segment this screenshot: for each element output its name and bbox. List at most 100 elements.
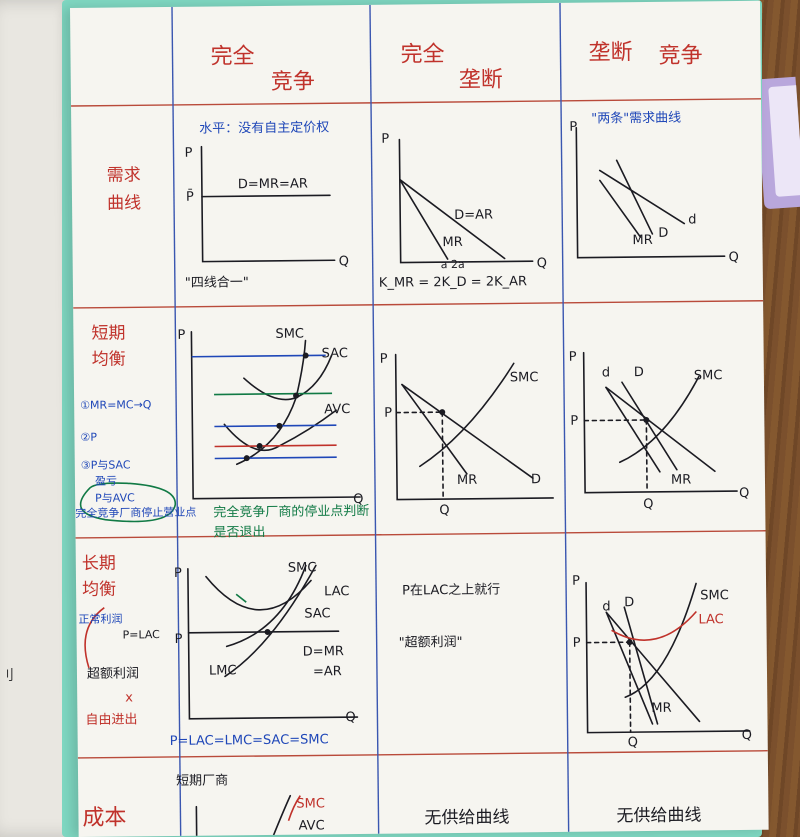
mc-short-dash — [583, 419, 648, 493]
mc-D-line3 — [623, 606, 659, 725]
pc-demand-p-label: P — [184, 145, 193, 161]
bottom-red-curve — [287, 795, 301, 822]
mc-d-line3 — [605, 611, 701, 723]
mc-short-smc-label: SMC — [693, 368, 723, 384]
pc-long-green-arrow — [235, 593, 247, 603]
pc-demand-pbar-label: P̄ — [185, 189, 194, 205]
pc-long-p-tick: P — [174, 631, 183, 647]
mc-short-q-tick: Q — [643, 496, 654, 513]
mc-long-d-label: d — [602, 599, 611, 615]
row-cost-label: 成本 — [82, 805, 127, 831]
pc-short-axes — [190, 330, 361, 500]
header-col3-part1: 垄断 — [588, 40, 633, 66]
pc-smc2-curve — [225, 564, 307, 648]
mono-short-p-tick: P — [384, 405, 393, 421]
long-x-mark: x — [125, 690, 134, 706]
mc-mr-line2 — [605, 386, 661, 473]
mc-long-axes — [585, 581, 751, 734]
mono-smc-curve — [419, 362, 515, 468]
mono-short-p-label: P — [379, 351, 388, 367]
mc-smc3-curve — [624, 582, 697, 699]
header-col2-part1: 完全 — [400, 42, 445, 68]
mc-short-axes — [582, 351, 738, 494]
mono-short-axes — [394, 353, 554, 501]
mc-demand-note: "两条"需求曲线 — [591, 110, 682, 127]
pc-long-price-line — [187, 630, 340, 634]
pc-short-intersection-5 — [243, 455, 250, 462]
mono-short-intersection — [439, 409, 446, 416]
pc-short-intersection-2 — [293, 392, 300, 399]
row-demand-line2: 曲线 — [106, 193, 142, 214]
pc-cost-avc-label: AVC — [298, 818, 325, 834]
mc-short-intersection — [643, 416, 650, 423]
grid-col-line-1 — [369, 4, 380, 834]
pc-demand-line — [201, 194, 331, 198]
mc-short-p-tick: P — [570, 413, 579, 429]
pc-long-q-label: Q — [345, 710, 356, 726]
pc-short-avc-label: AVC — [324, 402, 351, 418]
mono-demand-axes — [398, 138, 534, 264]
mc-d-line — [598, 169, 686, 225]
pc-demand-axes — [200, 145, 336, 263]
pc-long-lmc-label: LMC — [208, 663, 237, 679]
grid-row-line-3 — [77, 750, 768, 759]
grid-col-line-2 — [559, 2, 570, 832]
mono-cost-note: 无供给曲线 — [424, 807, 510, 829]
mono-demand-ticks: a 2a — [440, 257, 465, 272]
pc-short-intersection-4 — [256, 443, 263, 450]
mc-demand-d-label: d — [688, 212, 697, 228]
mc-demand-axes — [575, 126, 726, 259]
mono-mr-line2 — [401, 383, 468, 475]
mc-long-p-tick: P — [572, 635, 581, 651]
pc-short-q-label: Q — [353, 491, 364, 508]
mono-short-smc-label: SMC — [509, 370, 539, 386]
mc-D-line — [615, 159, 654, 235]
pc-long-dmr-label: D=MR — [302, 644, 344, 660]
pc-cost-smc-label: SMC — [296, 796, 325, 812]
mc-demand-q-label: Q — [728, 250, 739, 266]
pc-long-smc-label: SMC — [287, 560, 317, 576]
mc-long-q-tick: Q — [627, 735, 639, 751]
notebook-page: 完全 竞争 完全 垄断 垄断 竞争 需求 曲线 短期 均衡 长期 均衡 成本 水… — [70, 0, 769, 837]
pc-demand-note: 水平：没有自主定价权 — [199, 120, 330, 137]
short-arrow-note2: 是否退出 — [213, 524, 266, 541]
mc-long-mr-label: MR — [651, 700, 672, 716]
grid-col-line-0 — [171, 6, 182, 836]
mc-long-intersection — [626, 639, 633, 646]
mc-short-mr-label: MR — [670, 472, 692, 488]
mono-short-dash — [395, 411, 444, 500]
short-cond-4: P与AVC — [95, 491, 135, 505]
mc-demand-D-label: D — [658, 225, 669, 241]
long-free-entry: 自由进出 — [85, 712, 138, 728]
mc-short-D-label: D — [633, 365, 644, 381]
row-short-line1: 短期 — [91, 323, 126, 344]
mc-demand-p-label: P — [569, 119, 578, 135]
header-col3-part2: 竞争 — [658, 43, 703, 69]
mc-long-p-label: P — [571, 573, 580, 589]
header-col2-part2: 垄断 — [458, 67, 503, 93]
mono-short-q-tick: Q — [439, 503, 450, 519]
pc-demand-bottom-note: "四线合一" — [184, 275, 249, 291]
mc-demand-mr-label: MR — [632, 232, 653, 249]
long-note-red-arrow — [84, 607, 105, 669]
mc-cost-note: 无供给曲线 — [616, 805, 702, 827]
mono-demand-mr-label: MR — [442, 234, 463, 251]
short-cond-3: ③P与SAC — [80, 458, 131, 472]
grid-header-line — [71, 98, 761, 107]
mc-lac-curve-red — [611, 610, 697, 641]
pc-short-intersection-1 — [302, 352, 309, 359]
mc-long-lac-label: LAC — [698, 612, 724, 628]
mc-short-d-label: d — [601, 365, 611, 381]
long-p-lac-note: P=LAC — [122, 628, 160, 642]
row-short-line2: 均衡 — [91, 349, 126, 370]
mono-long-note2: "超额利润" — [398, 634, 463, 651]
row-long-line1: 长期 — [81, 553, 116, 574]
mono-short-mr-label: MR — [456, 472, 478, 488]
pc-long-p-label: P — [173, 565, 182, 581]
mc-long-D-label: D — [624, 595, 635, 611]
row-demand-line1: 需求 — [106, 165, 141, 186]
short-note-ellipse — [79, 482, 177, 523]
short-arrow-note: 完全竞争厂商的停业点判断 — [213, 503, 370, 521]
mono-demand-q-label: Q — [536, 256, 548, 272]
mc-D-line2 — [621, 381, 678, 471]
